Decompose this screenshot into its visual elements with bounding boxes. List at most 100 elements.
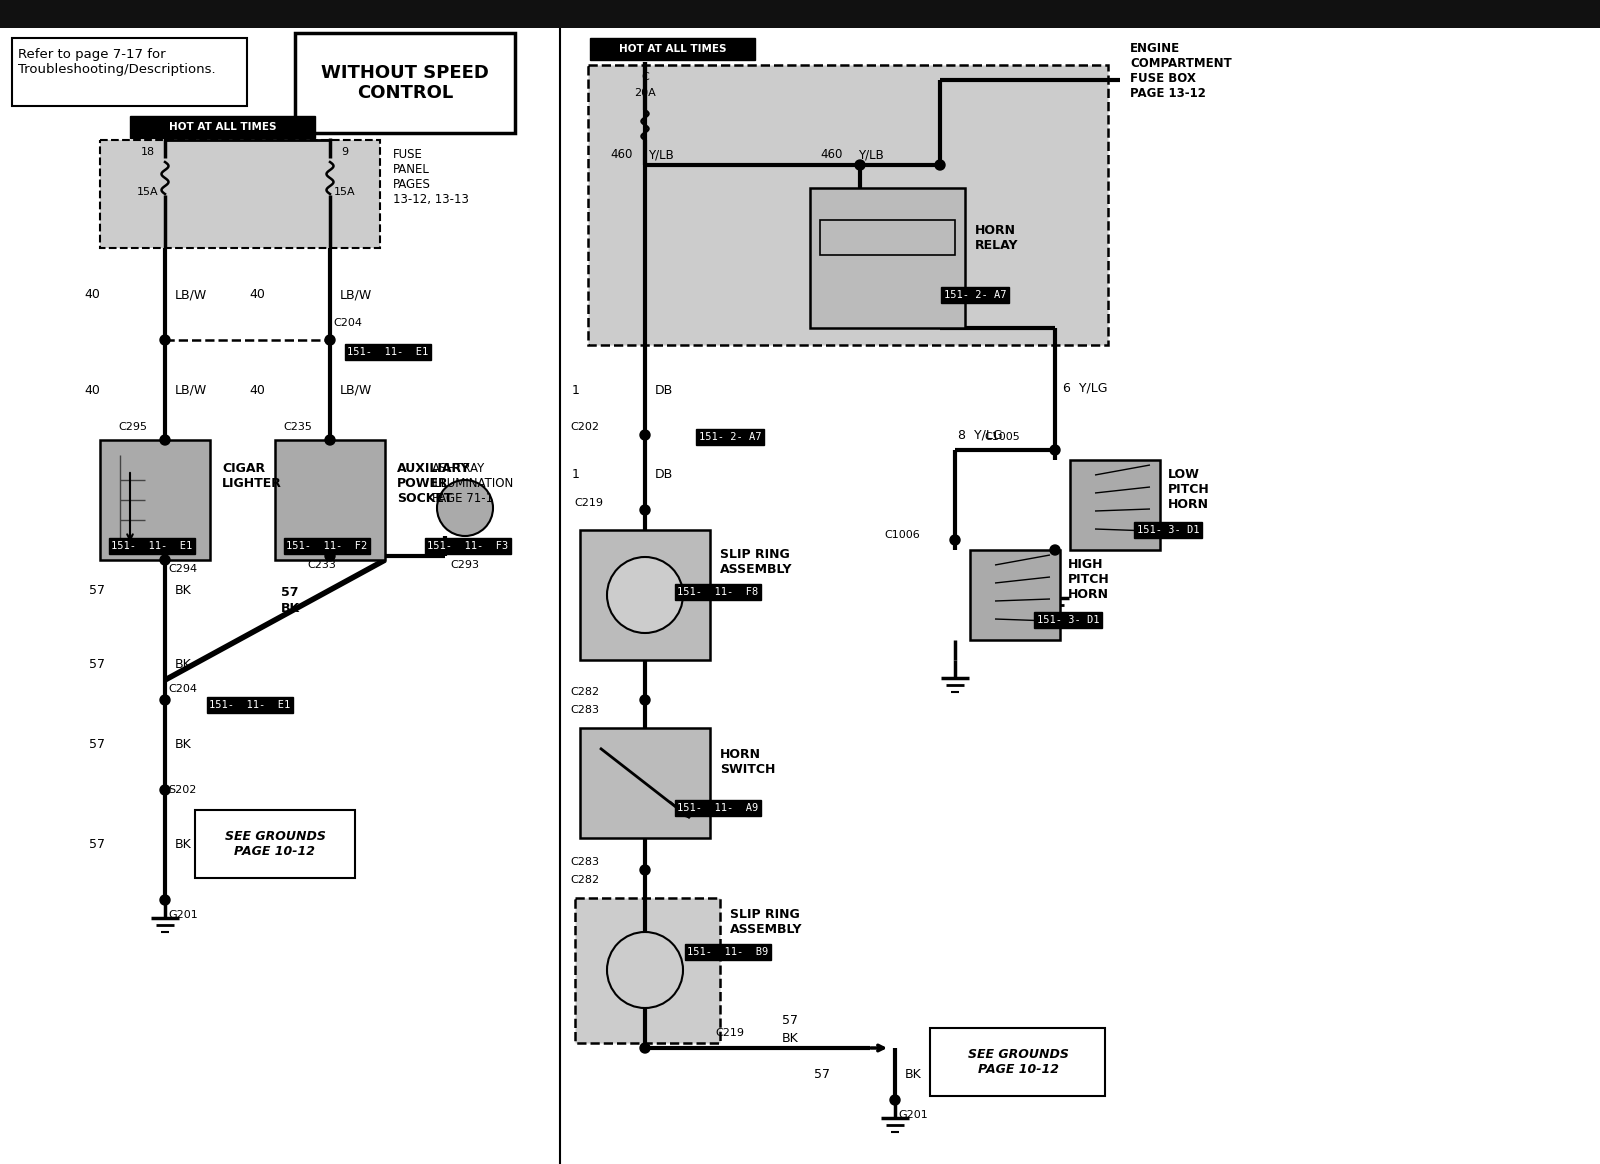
Text: S202: S202 — [168, 785, 197, 795]
Bar — [819, 220, 955, 255]
Text: 57: 57 — [90, 583, 106, 596]
Text: 40: 40 — [85, 289, 99, 301]
Text: DB: DB — [654, 468, 674, 482]
Text: ENGINE
COMPARTMENT
FUSE BOX
PAGE 13-12: ENGINE COMPARTMENT FUSE BOX PAGE 13-12 — [1130, 42, 1232, 100]
Bar — [0, 0, 1600, 28]
Text: SLIP RING
ASSEMBLY: SLIP RING ASSEMBLY — [720, 548, 792, 576]
Text: DB: DB — [654, 383, 674, 397]
Bar — [1070, 460, 1160, 551]
Text: 151-  11-  E1: 151- 11- E1 — [112, 541, 192, 551]
Text: 57: 57 — [90, 659, 106, 672]
Text: C219: C219 — [574, 498, 603, 508]
Bar — [99, 140, 381, 248]
Text: C204: C204 — [333, 318, 362, 328]
Text: 20A: 20A — [634, 88, 656, 98]
Text: C233: C233 — [307, 560, 336, 570]
Text: 151- 3- D1: 151- 3- D1 — [1037, 615, 1099, 625]
Text: LB/W: LB/W — [339, 289, 373, 301]
Text: BK: BK — [174, 838, 192, 852]
Text: BK: BK — [782, 1031, 798, 1044]
Circle shape — [160, 895, 170, 904]
Text: C294: C294 — [168, 565, 197, 574]
Text: 151-  11-  F2: 151- 11- F2 — [286, 541, 368, 551]
Bar — [99, 440, 210, 560]
Circle shape — [854, 159, 866, 170]
Circle shape — [606, 558, 683, 633]
Text: 151-  11-  F8: 151- 11- F8 — [677, 587, 758, 597]
Bar — [130, 116, 315, 139]
Bar — [590, 38, 755, 61]
Bar — [294, 33, 515, 133]
Text: CIGAR
LIGHTER: CIGAR LIGHTER — [222, 462, 282, 490]
Text: LB/W: LB/W — [174, 289, 208, 301]
Text: 57: 57 — [90, 838, 106, 852]
Text: C282: C282 — [570, 875, 598, 885]
Text: BK: BK — [174, 738, 192, 752]
Text: 460: 460 — [610, 149, 632, 162]
Text: 151-  11-  E1: 151- 11- E1 — [347, 347, 429, 357]
Circle shape — [325, 435, 334, 445]
Circle shape — [1050, 545, 1059, 555]
Circle shape — [640, 865, 650, 875]
Text: C219: C219 — [715, 1028, 744, 1038]
Text: LB/W: LB/W — [339, 383, 373, 397]
Circle shape — [640, 695, 650, 705]
Text: HOT AT ALL TIMES: HOT AT ALL TIMES — [170, 122, 277, 132]
Bar — [930, 1028, 1106, 1096]
Text: LB/W: LB/W — [174, 383, 208, 397]
Bar — [579, 530, 710, 660]
Text: SEE GROUNDS
PAGE 10-12: SEE GROUNDS PAGE 10-12 — [968, 1048, 1069, 1076]
Text: SEE GROUNDS
PAGE 10-12: SEE GROUNDS PAGE 10-12 — [224, 830, 325, 858]
Circle shape — [437, 480, 493, 535]
Text: G201: G201 — [168, 910, 198, 920]
Text: Y/LB: Y/LB — [648, 149, 674, 162]
Text: C283: C283 — [570, 857, 598, 867]
Text: C: C — [642, 72, 650, 81]
Text: 40: 40 — [250, 383, 266, 397]
Circle shape — [160, 435, 170, 445]
Bar — [13, 38, 246, 106]
Text: C295: C295 — [118, 423, 147, 432]
Circle shape — [160, 695, 170, 705]
Text: 57: 57 — [282, 585, 299, 598]
Bar — [275, 440, 386, 560]
Text: 460: 460 — [819, 149, 842, 162]
Text: BK: BK — [280, 602, 299, 615]
Text: 151- 3- D1: 151- 3- D1 — [1136, 525, 1200, 535]
Text: 57: 57 — [814, 1069, 830, 1081]
Text: 15A: 15A — [334, 187, 355, 197]
Text: 40: 40 — [85, 383, 99, 397]
Text: LOW
PITCH
HORN: LOW PITCH HORN — [1168, 468, 1210, 511]
Bar — [810, 189, 965, 328]
Text: 151-  11-  B9: 151- 11- B9 — [688, 947, 768, 957]
Text: 151-  11-  A9: 151- 11- A9 — [677, 803, 758, 812]
Bar — [579, 728, 710, 838]
Text: 1: 1 — [573, 468, 579, 482]
Text: 1: 1 — [573, 383, 579, 397]
Text: C293: C293 — [451, 560, 480, 570]
Text: HIGH
PITCH
HORN: HIGH PITCH HORN — [1069, 558, 1110, 601]
Circle shape — [950, 535, 960, 545]
Text: 6  Y/LG: 6 Y/LG — [1062, 382, 1107, 395]
Text: C1006: C1006 — [885, 530, 920, 540]
Text: 151- 2- A7: 151- 2- A7 — [944, 290, 1006, 300]
Circle shape — [160, 555, 170, 565]
Circle shape — [1050, 445, 1059, 455]
Text: C235: C235 — [283, 423, 312, 432]
Circle shape — [640, 505, 650, 514]
Bar — [574, 897, 720, 1043]
Text: 151-  11-  E1: 151- 11- E1 — [210, 700, 291, 710]
Bar — [589, 65, 1107, 345]
Text: AUXILIARY
POWER
SOCKET: AUXILIARY POWER SOCKET — [397, 462, 470, 505]
Text: C283: C283 — [570, 705, 598, 715]
Circle shape — [640, 1043, 650, 1053]
Text: G201: G201 — [898, 1110, 928, 1120]
Text: 9: 9 — [341, 147, 349, 157]
Text: 18: 18 — [141, 147, 155, 157]
Circle shape — [160, 785, 170, 795]
Text: C202: C202 — [570, 423, 598, 432]
Bar — [970, 551, 1059, 640]
Circle shape — [325, 335, 334, 345]
Text: HORN
RELAY: HORN RELAY — [974, 223, 1019, 251]
Circle shape — [934, 159, 946, 170]
